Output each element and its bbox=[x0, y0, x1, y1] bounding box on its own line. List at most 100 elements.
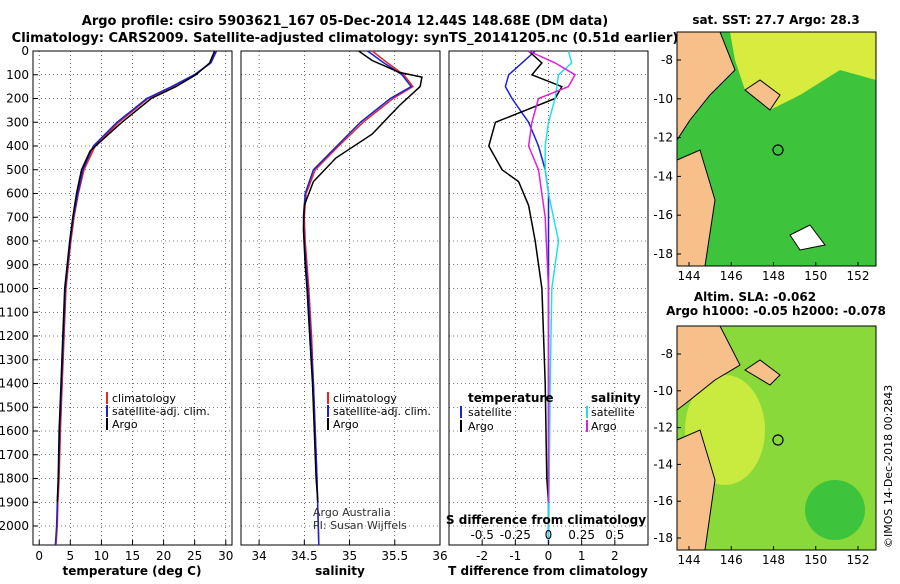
x-tick-label: 34 bbox=[251, 549, 266, 563]
difference-panel: -2 -1 0 1 2 -0.5 -0.25 0 0.25 0.5 S difference f… bbox=[446, 50, 649, 578]
sst-map-reef bbox=[789, 224, 826, 251]
temperature-legend: climatology satellite-adj. clim. Argo bbox=[106, 392, 210, 431]
x-tick-label: 0 bbox=[35, 549, 43, 563]
salinity-x-label: salinity bbox=[315, 564, 365, 578]
lat-tick-label: -18 bbox=[653, 247, 673, 261]
title-line-1: Argo profile: csiro 5903621_167 05-Dec-2… bbox=[82, 14, 608, 29]
lon-tick-label: 150 bbox=[804, 553, 827, 567]
series-line-t-satellite bbox=[504, 50, 550, 545]
series-line-s-satellite bbox=[544, 50, 573, 546]
title-line-2: Climatology: CARS2009. Satellite-adjuste… bbox=[12, 31, 679, 46]
lat-tick-label: -16 bbox=[653, 208, 673, 222]
temperature-series bbox=[54, 50, 218, 546]
sla-argo-location-marker bbox=[772, 434, 784, 446]
depth-tick-label: 700 bbox=[6, 210, 29, 224]
depth-tick-label: 0 bbox=[21, 44, 29, 58]
lat-tick-label: -12 bbox=[653, 131, 673, 145]
depth-tick-label: 1400 bbox=[0, 377, 29, 391]
sal-legend-satellite-label: satellite-adj. clim. bbox=[333, 405, 431, 418]
x-tick-label: 35 bbox=[342, 549, 357, 563]
depth-tick-label: 300 bbox=[6, 115, 29, 129]
temperature-plot-frame bbox=[32, 50, 233, 546]
lat-tick-label: -10 bbox=[653, 384, 673, 398]
s-difference-ticks: -0.5 -0.25 0 0.25 0.5 bbox=[470, 528, 624, 542]
legend-satellite-label: satellite-adj. clim. bbox=[112, 405, 210, 418]
depth-tick-label: 100 bbox=[6, 68, 29, 82]
x-tick-label: -2 bbox=[476, 549, 488, 563]
s-diff-tick-label: 0.25 bbox=[568, 528, 595, 542]
legend-t-satellite-label: satellite bbox=[468, 406, 512, 419]
lon-tick-label: 144 bbox=[678, 269, 701, 283]
legend-s-argo-label: Argo bbox=[591, 420, 617, 433]
difference-x-ticks: -2 -1 0 1 2 bbox=[476, 540, 619, 563]
lon-tick-label: 146 bbox=[720, 553, 743, 567]
depth-tick-label: 1600 bbox=[0, 424, 29, 438]
x-tick-label: 1 bbox=[578, 549, 586, 563]
difference-series bbox=[487, 50, 577, 546]
lon-tick-label: 144 bbox=[678, 553, 701, 567]
difference-legend-temperature: temperature satellite Argo bbox=[460, 391, 553, 433]
lon-tick-label: 152 bbox=[847, 553, 870, 567]
temperature-x-ticks: 0 5 10 15 20 25 30 bbox=[35, 540, 233, 563]
x-tick-label: 25 bbox=[187, 549, 202, 563]
sst-map: sat. SST: 27.7 Argo: 28.3 144 146 148 150 15… bbox=[653, 13, 877, 283]
lon-tick-label: 148 bbox=[762, 553, 785, 567]
sst-map-frame bbox=[676, 31, 877, 267]
depth-tick-label: 800 bbox=[6, 234, 29, 248]
depth-tick-label: 1200 bbox=[0, 329, 29, 343]
salinity-x-ticks: 34 34.5 35 35.5 36 bbox=[251, 540, 448, 563]
difference-legend-salinity: salinity satellite Argo bbox=[586, 391, 641, 433]
depth-tick-label: 1000 bbox=[0, 282, 29, 296]
s-diff-tick-label: -0.25 bbox=[500, 528, 531, 542]
lon-tick-label: 150 bbox=[804, 269, 827, 283]
lon-tick-label: 146 bbox=[720, 269, 743, 283]
x-tick-label: 5 bbox=[66, 549, 74, 563]
depth-tick-label: 1300 bbox=[0, 353, 29, 367]
depth-tick-label: 500 bbox=[6, 163, 29, 177]
series-line-argo bbox=[302, 50, 423, 503]
legend-salinity-title: salinity bbox=[591, 391, 641, 405]
credit-pi: PI: Susan Wijffels bbox=[313, 519, 407, 532]
salinity-plot-frame bbox=[240, 50, 441, 546]
x-tick-label: 0 bbox=[545, 549, 553, 563]
depth-tick-label: 900 bbox=[6, 258, 29, 272]
lon-tick-label: 152 bbox=[847, 269, 870, 283]
depth-tick-label: 1900 bbox=[0, 495, 29, 509]
depth-tick-label: 600 bbox=[6, 187, 29, 201]
lat-tick-label: -10 bbox=[653, 92, 673, 106]
sla-map-frame bbox=[676, 325, 877, 551]
sla-map-land-islands bbox=[744, 359, 781, 386]
legend-argo-label: Argo bbox=[112, 418, 138, 431]
sla-map-ticks: 144 146 148 150 152 -8 -10 -12 -14 -16 -18 bbox=[653, 347, 869, 567]
sal-legend-climatology-label: climatology bbox=[333, 392, 397, 405]
s-diff-tick-label: 0 bbox=[545, 528, 553, 542]
sst-map-title: sat. SST: 27.7 Argo: 28.3 bbox=[692, 13, 859, 27]
x-tick-label: -1 bbox=[509, 549, 521, 563]
x-tick-label: 34.5 bbox=[291, 549, 318, 563]
series-line-argo bbox=[56, 50, 216, 503]
depth-tick-label: 1100 bbox=[0, 305, 29, 319]
sla-map-low bbox=[805, 480, 865, 540]
x-tick-label: 36 bbox=[432, 549, 447, 563]
depth-tick-label: 2000 bbox=[0, 519, 29, 533]
depth-axis-ticks: 0 100 200 300 400 500 600 700 800 900 1000 1100 1200… bbox=[0, 44, 38, 533]
sal-legend-argo-label: Argo bbox=[333, 418, 359, 431]
lat-tick-label: -12 bbox=[653, 421, 673, 435]
depth-tick-label: 200 bbox=[6, 92, 29, 106]
sst-map-land-islands bbox=[744, 79, 781, 111]
sla-map-title-2: Argo h1000: -0.05 h2000: -0.078 bbox=[666, 304, 886, 318]
salinity-panel: 34 34.5 35 35.5 36 salinity climatology sate… bbox=[240, 50, 448, 578]
lon-tick-label: 148 bbox=[762, 269, 785, 283]
x-tick-label: 2 bbox=[611, 549, 619, 563]
x-tick-label: 35.5 bbox=[381, 549, 408, 563]
credit-argo-australia: Argo Australia bbox=[313, 506, 391, 519]
depth-tick-label: 400 bbox=[6, 139, 29, 153]
sst-argo-location-marker bbox=[772, 144, 784, 156]
depth-tick-label: 1800 bbox=[0, 472, 29, 486]
lat-tick-label: -18 bbox=[653, 531, 673, 545]
sst-map-ticks: 144 146 148 150 152 -8 -10 -12 -14 -16 -18 bbox=[653, 53, 869, 283]
x-tick-label: 10 bbox=[94, 549, 109, 563]
x-tick-label: 15 bbox=[125, 549, 140, 563]
series-line-s-argo bbox=[527, 50, 577, 503]
